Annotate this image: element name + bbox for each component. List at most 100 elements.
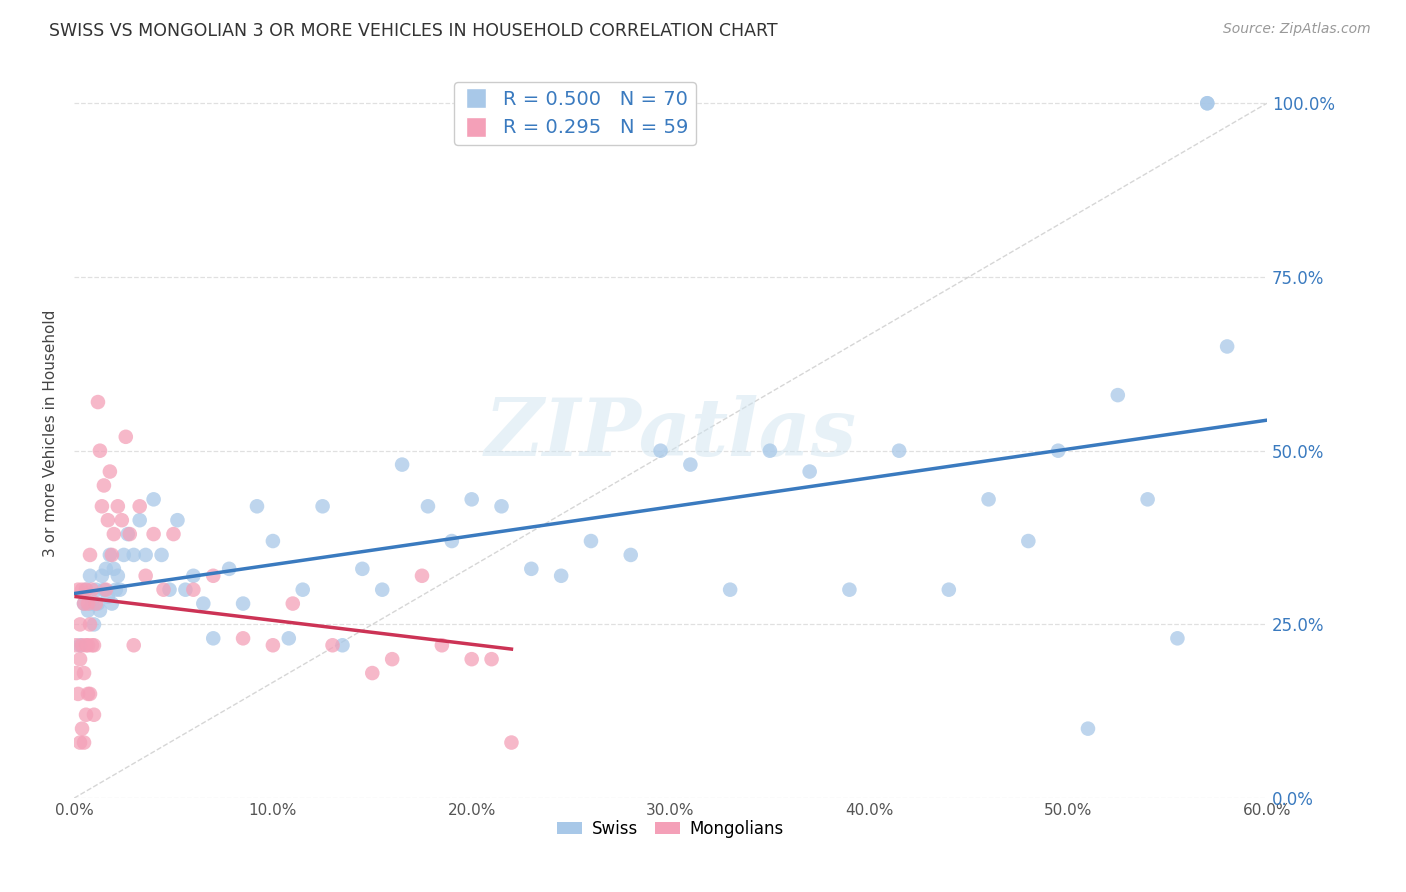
Point — [311, 500, 333, 514]
Point — [1197, 96, 1219, 111]
Point — [93, 478, 115, 492]
Point — [65, 638, 87, 652]
Point — [1017, 534, 1039, 549]
Point — [98, 548, 121, 562]
Point — [679, 458, 702, 472]
Point — [322, 638, 344, 652]
Point — [152, 582, 174, 597]
Point — [162, 527, 184, 541]
Point — [112, 548, 135, 562]
Point — [142, 527, 165, 541]
Point — [501, 735, 523, 749]
Point — [246, 500, 269, 514]
Point — [218, 562, 240, 576]
Point — [838, 582, 860, 597]
Point — [481, 652, 503, 666]
Point — [101, 597, 124, 611]
Y-axis label: 3 or more Vehicles in Household: 3 or more Vehicles in Household — [44, 310, 58, 557]
Point — [65, 666, 87, 681]
Point — [77, 597, 100, 611]
Point — [202, 632, 225, 646]
Point — [411, 568, 433, 582]
Point — [718, 582, 741, 597]
Point — [579, 534, 602, 549]
Point — [77, 638, 100, 652]
Point — [75, 707, 97, 722]
Point — [79, 568, 101, 582]
Point — [135, 568, 157, 582]
Point — [101, 548, 124, 562]
Point — [202, 568, 225, 582]
Point — [117, 527, 139, 541]
Point — [1136, 492, 1159, 507]
Point — [77, 687, 100, 701]
Point — [73, 735, 96, 749]
Point — [80, 638, 103, 652]
Point — [277, 632, 299, 646]
Point — [650, 443, 672, 458]
Point — [938, 582, 960, 597]
Point — [1077, 722, 1099, 736]
Point — [520, 562, 543, 576]
Point — [89, 603, 111, 617]
Point — [460, 492, 482, 507]
Point — [550, 568, 572, 582]
Point — [174, 582, 197, 597]
Point — [759, 443, 782, 458]
Point — [799, 465, 821, 479]
Point — [83, 638, 105, 652]
Point — [128, 513, 150, 527]
Point — [371, 582, 394, 597]
Point — [104, 582, 127, 597]
Point — [1197, 96, 1219, 111]
Point — [107, 500, 129, 514]
Point — [183, 582, 205, 597]
Point — [232, 597, 254, 611]
Point — [97, 590, 120, 604]
Point — [620, 548, 643, 562]
Point — [416, 500, 439, 514]
Point — [391, 458, 413, 472]
Point — [430, 638, 453, 652]
Point — [166, 513, 188, 527]
Point — [80, 597, 103, 611]
Point — [142, 492, 165, 507]
Point — [73, 666, 96, 681]
Point — [977, 492, 1000, 507]
Point — [80, 582, 103, 597]
Point — [87, 395, 110, 409]
Point — [94, 582, 117, 597]
Point — [87, 597, 110, 611]
Point — [90, 500, 112, 514]
Point — [67, 582, 90, 597]
Point — [93, 582, 115, 597]
Point — [291, 582, 314, 597]
Point — [94, 562, 117, 576]
Point — [83, 617, 105, 632]
Point — [89, 443, 111, 458]
Point — [193, 597, 215, 611]
Point — [352, 562, 374, 576]
Point — [70, 582, 93, 597]
Point — [75, 582, 97, 597]
Point — [111, 513, 134, 527]
Point — [98, 465, 121, 479]
Point — [361, 666, 384, 681]
Point — [84, 597, 107, 611]
Point — [75, 582, 97, 597]
Point — [70, 638, 93, 652]
Point — [262, 638, 284, 652]
Legend: Swiss, Mongolians: Swiss, Mongolians — [550, 814, 790, 845]
Point — [83, 707, 105, 722]
Point — [103, 562, 125, 576]
Point — [69, 617, 91, 632]
Point — [67, 687, 90, 701]
Point — [135, 548, 157, 562]
Point — [1216, 339, 1239, 353]
Point — [1166, 632, 1188, 646]
Text: ZIPatlas: ZIPatlas — [485, 394, 856, 472]
Point — [262, 534, 284, 549]
Point — [122, 548, 145, 562]
Point — [84, 582, 107, 597]
Point — [108, 582, 131, 597]
